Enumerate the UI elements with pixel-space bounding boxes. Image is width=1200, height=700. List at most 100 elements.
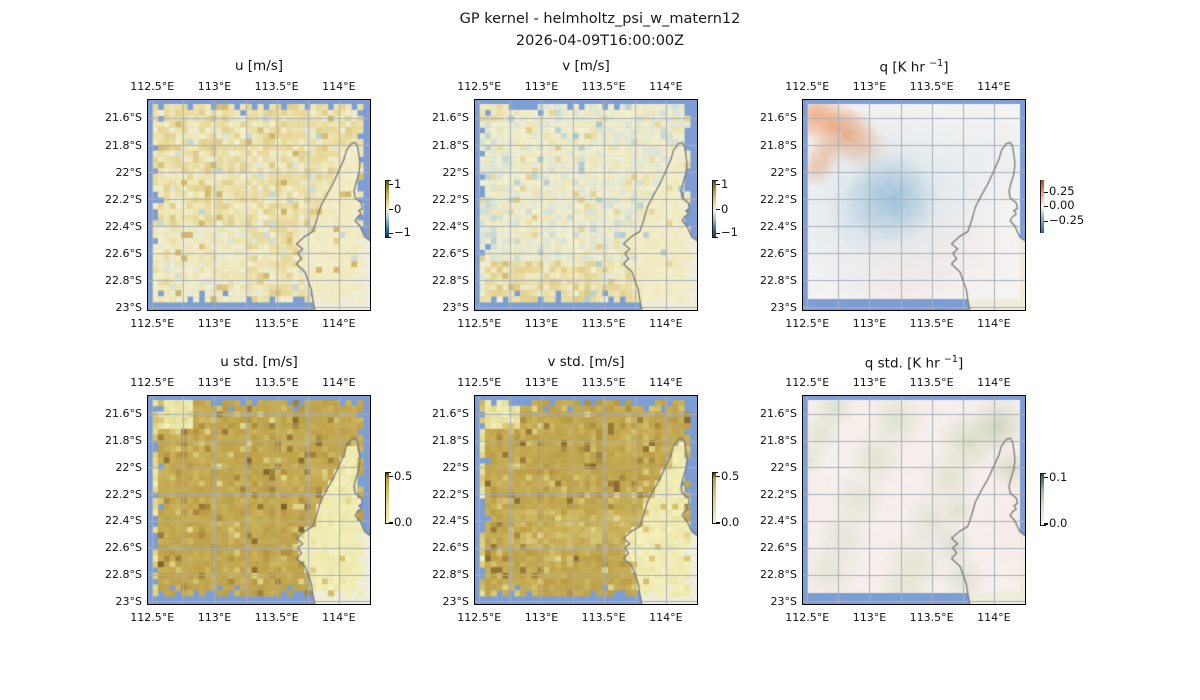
subplot-ustd-ytick-3: 22.2°S [105, 487, 142, 501]
colorbar-v-tick-label-2: −1 [721, 225, 738, 240]
colorbar-q-tickmark-1 [1044, 205, 1048, 208]
subplot-vstd-title: v std. [m/s] [547, 354, 625, 370]
colorbar-qstd-cap-1 [1040, 525, 1046, 527]
colorbar-u-tick-label-2: −1 [394, 225, 411, 240]
colorbar-ustd: 0.5 0.0 [385, 468, 445, 528]
colorbar-q-tickmark-0 [1044, 191, 1048, 194]
subplot-v-ytick-7: 23°S [442, 300, 469, 314]
colorbar-v-tick-label-1: 0 [721, 201, 729, 216]
subplot-vstd-xtick-top-0: 112.5°E [457, 376, 502, 389]
subplot-vstd-ytick-3: 22.2°S [432, 487, 469, 501]
colorbar-v-gradient [712, 180, 716, 238]
subplot-qstd-ytick-4: 22.4°S [760, 514, 797, 528]
colorbar-u-gradient [385, 180, 389, 238]
subplot-q-xtick-bottom-3: 114°E [977, 317, 1011, 330]
subplot-u-xtick-bottom-0: 112.5°E [130, 317, 175, 330]
subplot-qstd-ytick-7: 23°S [770, 594, 797, 608]
subplot-ustd-ytick-7: 23°S [115, 594, 142, 608]
subplot-v-ytick-1: 21.8°S [432, 138, 469, 152]
subplot-u-xtick-top-2: 113.5°E [254, 80, 299, 93]
figure-title-line2: 2026-04-09T16:00:00Z [515, 33, 685, 49]
colorbar-qstd-cap-0 [1040, 473, 1046, 475]
colorbar-qstd-tickmark-0 [1044, 477, 1048, 479]
subplot-v-xtick-top-2: 113.5°E [581, 80, 626, 93]
subplot-u-ytick-6: 22.8°S [105, 273, 142, 287]
subplot-vstd-ytick-5: 22.6°S [432, 541, 469, 555]
subplot-u-xtick-bottom-2: 113.5°E [254, 317, 299, 330]
subplot-ustd-title: u std. [m/s] [220, 354, 298, 370]
colorbar-u-cap-0 [385, 180, 391, 182]
subplot-u-heatmap [147, 99, 371, 311]
subplot-qstd-ytick-3: 22.2°S [760, 487, 797, 501]
subplot-q-ytick-7: 23°S [770, 300, 797, 314]
colorbar-v-cap-1 [712, 237, 718, 239]
subplot-vstd-ytick-4: 22.4°S [432, 514, 469, 528]
subplot-u-xtick-bottom-3: 114°E [322, 317, 356, 330]
colorbar-v: 1 0 −1 [712, 176, 772, 240]
subplot-vstd-xtick-top-3: 114°E [649, 376, 683, 389]
colorbar-v-tick-label-0: 1 [721, 176, 729, 191]
colorbar-ustd-cap-1 [385, 523, 391, 525]
colorbar-u: 1 0 −1 [385, 176, 445, 240]
subplot-ustd-ytick-0: 21.6°S [105, 407, 142, 421]
figure-title-line1: GP kernel - helmholtz_psi_w_matern12 [459, 11, 741, 27]
colorbar-q-tick-label-0: 0.25 [1049, 184, 1075, 199]
subplot-qstd-xtick-bottom-1: 113°E [852, 611, 887, 624]
colorbar-vstd-tick-label-1: 0.0 [721, 514, 740, 529]
subplot-v-ytick-3: 22.2°S [432, 192, 469, 206]
subplot-qstd-xtick-top-0: 112.5°E [785, 376, 830, 389]
subplot-ustd-xtick-top-0: 112.5°E [130, 376, 175, 389]
subplot-v-ytick-0: 21.6°S [432, 111, 469, 125]
subplot-q-ytick-1: 21.8°S [760, 138, 797, 152]
subplot-v-xtick-bottom-0: 112.5°E [457, 317, 502, 330]
colorbar-vstd-gradient [712, 472, 716, 524]
subplot-v-heatmap [474, 99, 698, 311]
subplot-q-ytick-0: 21.6°S [760, 111, 797, 125]
colorbar-u-tick-label-0: 1 [394, 176, 402, 191]
subplot-vstd-xtick-bottom-1: 113°E [524, 611, 559, 624]
subplot-v-xtick-bottom-1: 113°E [524, 317, 559, 330]
colorbar-qstd: 0.1 0.0 [1040, 469, 1100, 529]
subplot-qstd-xtick-bottom-3: 114°E [977, 611, 1011, 624]
colorbar-vstd-cap-0 [712, 472, 718, 474]
colorbar-ustd-tick-label-0: 0.5 [394, 468, 413, 483]
subplot-u-ytick-3: 22.2°S [105, 192, 142, 206]
subplot-u-xtick-top-3: 114°E [322, 80, 356, 93]
subplot-qstd-xtick-top-1: 113°E [852, 376, 887, 389]
subplot-v-xtick-top-1: 113°E [524, 80, 559, 93]
subplot-ustd-ytick-1: 21.8°S [105, 434, 142, 448]
subplot-u-ytick-0: 21.6°S [105, 111, 142, 125]
subplot-ustd-ytick-6: 22.8°S [105, 568, 142, 582]
colorbar-qstd-tick-label-0: 0.1 [1049, 469, 1068, 484]
subplot-vstd-xtick-top-2: 113.5°E [581, 376, 626, 389]
subplot-q-title: q [K hr −1] [879, 58, 949, 76]
subplot-q-xtick-top-1: 113°E [852, 80, 887, 93]
subplot-qstd-xtick-top-2: 113.5°E [909, 376, 954, 389]
subplot-ustd-xtick-bottom-1: 113°E [197, 611, 232, 624]
colorbar-u-tickmark-0 [389, 184, 393, 186]
subplot-vstd-ytick-6: 22.8°S [432, 568, 469, 582]
subplot-u-xtick-top-1: 113°E [197, 80, 232, 93]
colorbar-ustd-gradient [385, 472, 389, 524]
colorbar-v-tickmark-1 [716, 209, 720, 211]
colorbar-ustd-tickmark-1 [389, 522, 393, 524]
subplot-u-ytick-1: 21.8°S [105, 138, 142, 152]
subplot-ustd-xtick-top-1: 113°E [197, 376, 232, 389]
subplot-u-title: u [m/s] [234, 58, 284, 74]
subplot-qstd-ytick-5: 22.6°S [760, 541, 797, 555]
subplot-q-xtick-top-2: 113.5°E [909, 80, 954, 93]
colorbar-ustd-tick-label-1: 0.0 [394, 514, 413, 529]
subplot-ustd-xtick-top-3: 114°E [322, 376, 356, 389]
subplot-vstd-xtick-bottom-3: 114°E [649, 611, 683, 624]
subplot-qstd-xtick-bottom-0: 112.5°E [785, 611, 830, 624]
colorbar-v-cap-0 [712, 180, 718, 182]
subplot-qstd-xtick-top-3: 114°E [977, 376, 1011, 389]
subplot-q-xtick-top-3: 114°E [977, 80, 1011, 93]
subplot-ustd-heatmap [147, 395, 371, 605]
subplot-vstd-ytick-1: 21.8°S [432, 434, 469, 448]
subplot-u-xtick-bottom-1: 113°E [197, 317, 232, 330]
subplot-q-ytick-6: 22.8°S [760, 273, 797, 287]
subplot-vstd-ytick-0: 21.6°S [432, 407, 469, 421]
colorbar-ustd-tickmark-0 [389, 476, 393, 478]
